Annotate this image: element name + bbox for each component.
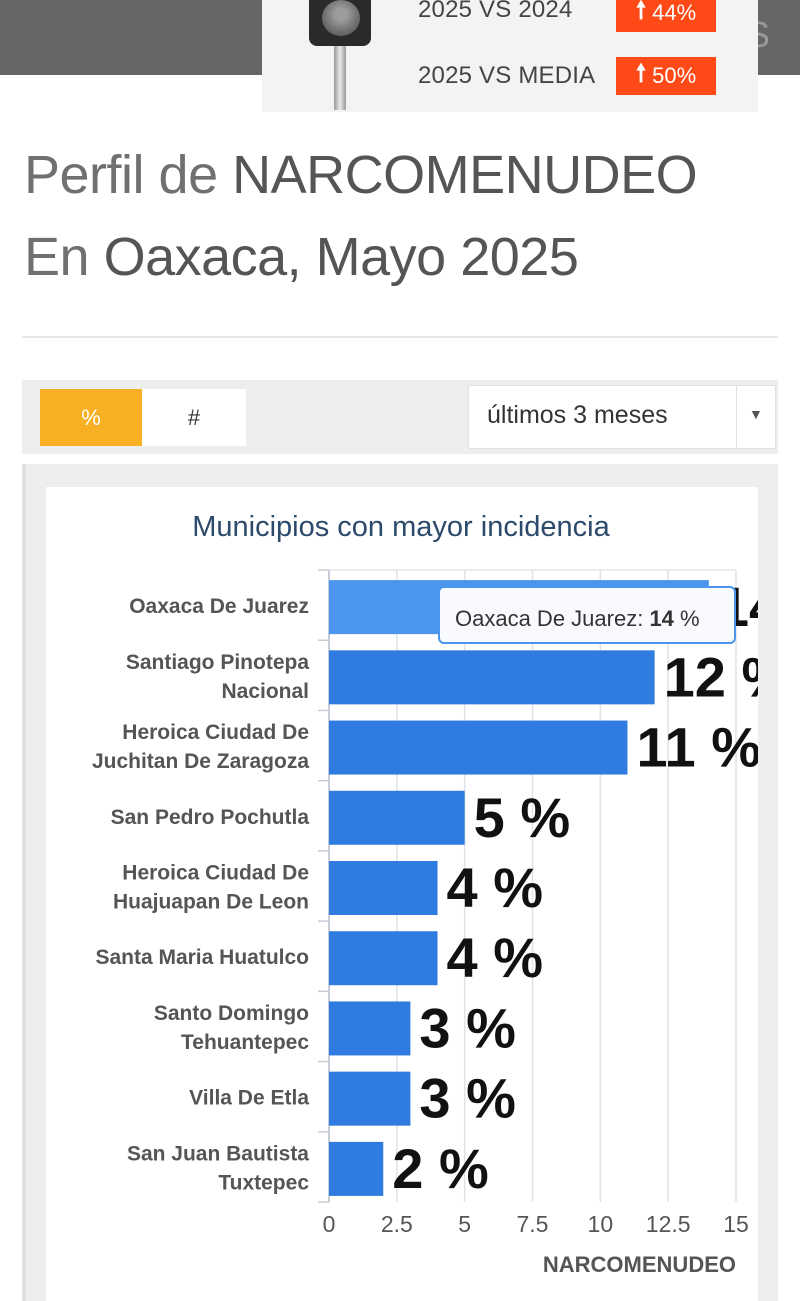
x-axis-ticks: 0 2.5 5 7.5 10 12.5 15 [323,1211,749,1237]
category-label: Nacional [221,680,309,703]
x-tick-label: 2.5 [381,1211,413,1237]
traffic-light-lamp-icon [322,0,360,36]
category-label: Santo Domingo [154,1002,309,1025]
chart-container-border [22,464,26,1301]
x-tick-label: 12.5 [646,1211,691,1237]
comparison-label-vs-2024: 2025 VS 2024 [418,0,573,23]
title-topic: NARCOMENUDEO [232,145,698,205]
category-label: Tehuantepec [181,1031,309,1054]
comparison-value-vs-2024: 44% [652,0,697,25]
data-label: 4 % [447,926,544,989]
category-label: San Juan Bautista [127,1142,309,1165]
section-divider [22,336,778,338]
bar[interactable] [329,650,655,705]
category-label: Tuxtepec [218,1171,309,1194]
data-label: 3 % [419,1067,516,1130]
category-label: Heroica Ciudad De [122,862,309,885]
bar[interactable] [329,1141,384,1196]
bar[interactable] [329,861,438,915]
chart-tooltip: Oaxaca De Juarez: 14 % [438,586,736,644]
x-tick-label: 7.5 [517,1211,549,1237]
category-label: Santa Maria Huatulco [95,946,309,969]
data-labels: 14 %12 %11 %5 %4 %4 %3 %3 %2 % [392,575,792,1200]
comparison-label-vs-media: 2025 VS MEDIA [418,62,596,89]
tooltip-box [438,586,736,644]
comparison-badge-vs-2024: 🠕 44% [616,0,716,32]
category-label: Huajuapan De Leon [113,891,309,914]
data-label: 12 % [664,645,792,708]
period-select-toggle[interactable]: ▼ [736,386,775,448]
category-label: Heroica Ciudad De [122,721,309,744]
caret-down-icon: ▼ [749,406,763,422]
bar[interactable] [329,790,465,845]
comparison-badge-vs-media: 🠕 50% [616,57,716,95]
data-label: 11 % [636,716,761,779]
category-label: Santiago Pinotepa [126,651,310,674]
category-label: San Pedro Pochutla [111,806,310,829]
x-tick-label: 10 [588,1211,614,1237]
arrow-up-icon: 🠕 [635,59,647,87]
bar[interactable] [329,720,628,775]
page-title: Perfil de NARCOMENUDEO En Oaxaca, Mayo 2… [24,134,698,298]
category-labels: Oaxaca De Juarez Santiago Pinotepa Naciona… [92,595,309,1194]
bar[interactable] [329,1071,411,1126]
chart-title: Municipios con mayor incidencia [192,511,610,543]
category-label: Juchitan De Zaragoza [92,750,309,773]
count-toggle-button[interactable]: # [142,389,246,446]
tooltip-text: Oaxaca De Juarez: 14 % [455,606,700,631]
x-tick-label: 0 [323,1211,336,1237]
percent-toggle-button[interactable]: % [40,389,142,446]
period-select[interactable]: últimos 3 meses ▼ [468,385,776,449]
x-axis-title: NARCOMENUDEO [543,1252,736,1277]
data-label: 4 % [447,856,544,919]
title-place: Oaxaca, Mayo 2025 [103,227,579,287]
title-prefix: Perfil de [24,145,233,205]
category-label: Oaxaca De Juarez [129,595,309,618]
data-label: 3 % [419,996,516,1059]
period-select-value: últimos 3 meses [487,401,668,429]
x-tick-label: 5 [458,1211,471,1237]
data-label: 5 % [474,786,570,849]
data-label: 2 % [392,1137,489,1200]
arrow-up-icon: 🠕 [635,0,647,24]
traffic-light-pole-icon [334,40,346,110]
category-label: Villa De Etla [189,1087,309,1110]
x-tick-label: 15 [723,1211,749,1237]
title-line2-prefix: En [24,227,104,287]
comparison-value-vs-media: 50% [652,63,697,88]
bar[interactable] [329,1001,411,1056]
bar[interactable] [329,931,438,986]
